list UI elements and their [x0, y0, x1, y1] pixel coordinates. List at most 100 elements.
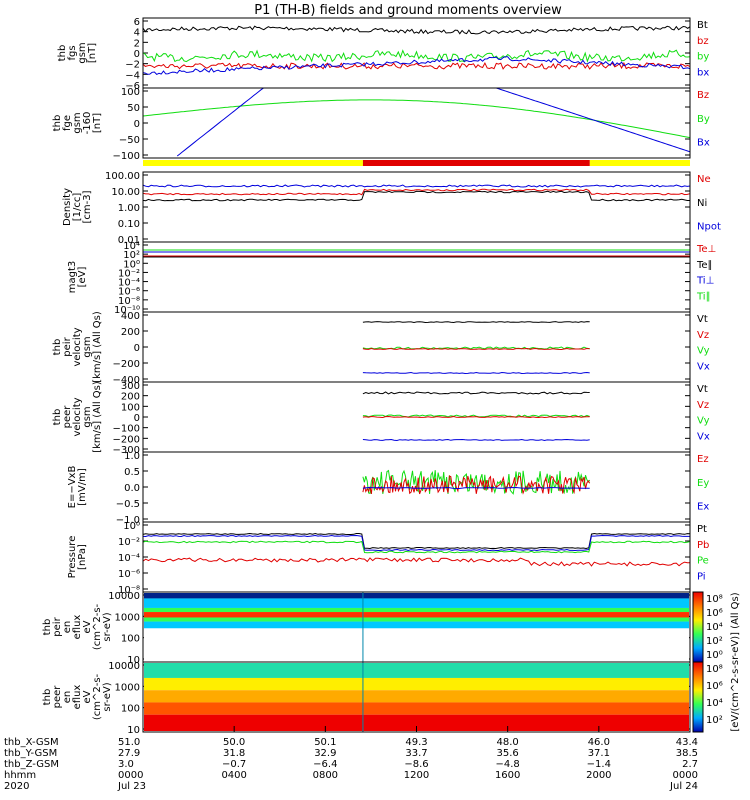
y-tick-label: −50 — [119, 135, 140, 146]
y-tick-label: 0.0 — [124, 483, 140, 494]
legend-pi: Pi — [697, 572, 706, 583]
series-vx — [362, 371, 590, 375]
mode-bar-yellow-0 — [143, 160, 363, 166]
x-tick-label: 38.5 — [676, 748, 698, 759]
y-tick-label: −200 — [113, 359, 140, 370]
y-tick-label: 10⁻⁴ — [118, 553, 140, 564]
y-axis-label: Density — [62, 188, 73, 226]
legend-bt: Bt — [697, 20, 708, 31]
y-tick-label: −100 — [113, 424, 140, 435]
x-tick-label: Jul 23 — [117, 781, 146, 792]
y-tick-label: −400 — [113, 375, 140, 386]
x-tick-label: 35.6 — [497, 748, 519, 759]
x-tick-label: −0.7 — [222, 759, 246, 770]
series-vz — [362, 415, 590, 419]
y-axis-label: eflux — [72, 615, 83, 640]
panel-data — [144, 592, 689, 662]
colorbar-tick: 10⁴ — [706, 622, 723, 633]
legend-ti⊥: Ti⊥ — [696, 276, 714, 287]
colorbar-top — [692, 591, 704, 663]
panel-frame — [142, 521, 691, 593]
x-tick-label: 31.8 — [223, 748, 245, 759]
series-vy — [362, 346, 590, 350]
y-axis-label: peer — [62, 405, 73, 429]
y-tick-label: 10⁻⁴ — [118, 278, 140, 289]
x-tick-label: −8.6 — [404, 759, 428, 770]
y-axis-label: velocity — [72, 397, 83, 436]
spectrogram-band-6 — [144, 628, 689, 661]
y-axis-label: fge — [62, 115, 73, 131]
colorbar-tick: 10² — [706, 715, 723, 726]
y-tick-label: −100 — [113, 151, 140, 162]
x-tick-label: 33.7 — [405, 748, 427, 759]
legend-pt: Pt — [697, 524, 707, 535]
y-tick-label: 400 — [121, 311, 140, 322]
legend-pe: Pe — [697, 556, 709, 567]
series-ni — [142, 190, 690, 202]
y-axis-label: magt3 — [67, 261, 78, 294]
legend-vz: Vz — [697, 400, 709, 411]
panel-3: 100.00 10.00 1.00 0.10 0.01 Density [1/cc] [cm-… — [62, 171, 721, 246]
colorbar-tick: 10⁸ — [706, 664, 723, 675]
x-row-label: thb_Y-GSM — [4, 748, 57, 759]
spectrogram-band-1 — [144, 677, 689, 691]
x-tick-label: −1.4 — [587, 759, 611, 770]
y-tick-label: 6 — [134, 17, 140, 28]
series-ex — [362, 486, 590, 490]
y-tick-label: 10 — [127, 725, 140, 736]
spectrogram-band-3 — [144, 612, 689, 618]
y-tick-label: 0 — [134, 343, 140, 354]
legend-ez: Ez — [697, 454, 709, 465]
y-tick-label: 1000 — [115, 682, 140, 693]
y-tick-label: 0 — [134, 413, 140, 424]
panel-7: 1.0 0.5 0.0 −0.5 −1.0 E=−VxB [mV/m] Ez Ey Ex — [67, 451, 709, 526]
y-tick-label: 100.00 — [105, 171, 140, 182]
y-axis-label: gsm — [77, 42, 88, 63]
y-tick-label: −1.0 — [116, 515, 140, 526]
y-tick-label: 10⁻⁶ — [118, 287, 140, 298]
x-tick-label: 0000 — [673, 770, 698, 781]
y-axis-label: E=−VxB — [67, 466, 78, 509]
y-axis-label: velocity — [72, 327, 83, 366]
x-tick-label: 0000 — [118, 770, 143, 781]
y-tick-label: −2 — [125, 60, 140, 71]
y-axis-label: [nT] — [92, 113, 103, 133]
x-tick-label: 43.4 — [676, 737, 698, 748]
legend-ex: Ex — [697, 502, 709, 513]
y-tick-label: 100 — [121, 704, 140, 715]
panel-frame — [142, 87, 691, 159]
panel-data — [142, 532, 691, 567]
y-tick-label: 0.01 — [118, 235, 140, 246]
legend-vy: Vy — [697, 416, 710, 427]
x-row-label: thb_X-GSM — [4, 737, 59, 748]
x-tick-label: 50.1 — [314, 737, 336, 748]
y-tick-label: 100 — [121, 402, 140, 413]
legend-vx: Vx — [697, 362, 710, 373]
legend-vy: Vy — [697, 346, 710, 357]
y-tick-label: 1.00 — [118, 203, 140, 214]
legend-vz: Vz — [697, 330, 709, 341]
y-axis-label: -160 — [82, 112, 93, 135]
spectrogram-band-1 — [144, 598, 689, 608]
legend-ni: Ni — [697, 198, 707, 209]
series-vz — [362, 347, 590, 351]
y-axis-label: thb — [42, 619, 53, 636]
y-axis-label: peir — [62, 336, 73, 356]
legend-by: By — [697, 114, 710, 125]
y-tick-label: 10⁻¹⁰ — [114, 305, 140, 316]
y-axis-label: gsm — [72, 112, 83, 133]
x-tick-label: Jul 24 — [669, 781, 698, 792]
legend-te∥: Te∥ — [696, 260, 713, 271]
panel-frame — [142, 171, 691, 243]
colorbar-tick: 10⁶ — [706, 681, 723, 692]
y-axis-label: (cm^2-s- — [92, 603, 103, 650]
y-tick-label: 10⁻⁶ — [118, 569, 140, 580]
y-axis-label: thb — [52, 115, 63, 132]
x-tick-label: 0400 — [221, 770, 246, 781]
legend-ti∥: Ti∥ — [696, 292, 711, 303]
spectrogram-band-3 — [144, 702, 689, 715]
spectrogram-band-2 — [144, 607, 689, 613]
